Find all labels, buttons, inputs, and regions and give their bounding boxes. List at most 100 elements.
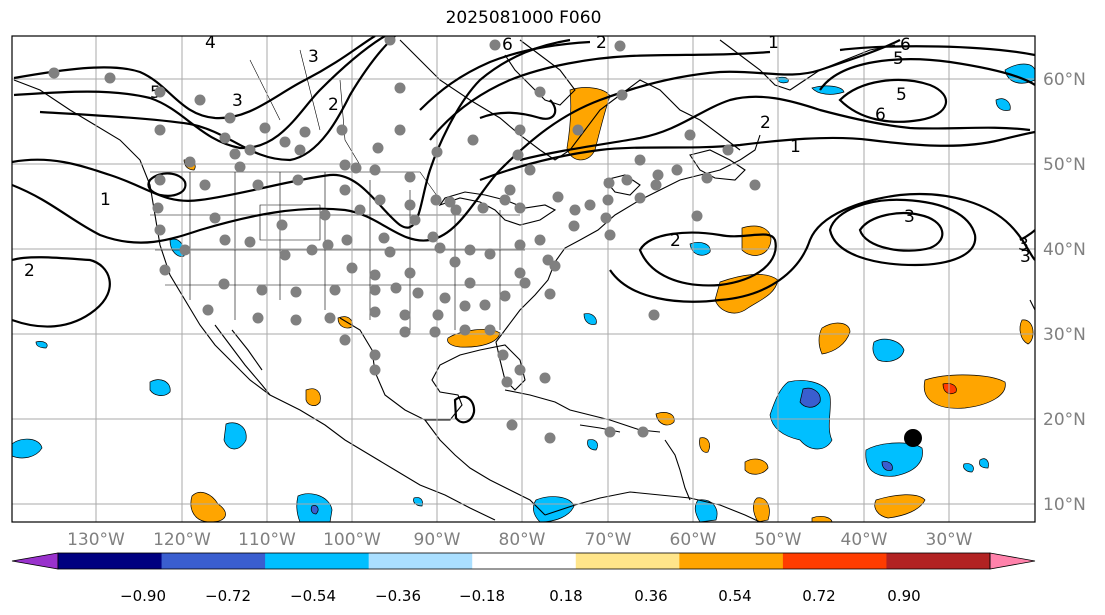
station-dot: [459, 300, 471, 312]
lon-label: 60°W: [670, 530, 717, 550]
contour-labels: 5 4 3 3 2 1 2 5 5 6 6 2 1 3 3 3 2 6 1 2: [24, 33, 1031, 281]
contour-label: 5: [893, 49, 904, 69]
colorbar-tick: −0.90: [120, 587, 166, 605]
contour-label: 2: [760, 113, 771, 133]
station-dot: [179, 244, 191, 256]
station-dot: [506, 419, 518, 431]
lat-label: 40°N: [1043, 240, 1086, 260]
contour-label: 2: [596, 33, 607, 53]
station-dot: [290, 286, 302, 298]
station-dot: [194, 94, 206, 106]
colorbar-tick: −0.18: [459, 587, 505, 605]
colorbar-segment: [368, 553, 473, 569]
station-dot: [339, 334, 351, 346]
colorbar-segment: [886, 553, 991, 569]
station-dot: [290, 314, 302, 326]
colorbar-segment: [58, 553, 163, 569]
station-dot: [299, 126, 311, 138]
station-dot: [519, 277, 531, 289]
station-dot: [341, 234, 353, 246]
station-dot: [409, 214, 421, 226]
contour-label: 2: [328, 95, 339, 115]
station-dot: [292, 174, 304, 186]
station-dot: [324, 312, 336, 324]
station-dot: [568, 220, 580, 232]
contour-label: 6: [900, 35, 911, 55]
colorbar-tick: 0.72: [802, 587, 835, 605]
station-dot: [701, 172, 713, 184]
station-dot: [219, 234, 231, 246]
station-dot: [369, 306, 381, 318]
station-dot: [650, 179, 662, 191]
map-frame: [11, 35, 1036, 523]
contour-label: 6: [502, 35, 513, 55]
map-title: 2025081000 F060: [445, 8, 602, 28]
station-dot: [244, 236, 256, 248]
station-dot: [202, 304, 214, 316]
lat-label: 60°N: [1043, 70, 1086, 90]
station-dot: [399, 309, 411, 321]
station-dot: [399, 326, 411, 338]
station-dot: [604, 426, 616, 438]
station-dot: [224, 112, 236, 124]
station-dot: [572, 124, 584, 136]
station-dot: [394, 124, 406, 136]
station-dot: [504, 184, 516, 196]
storm-center-marker: [904, 429, 922, 447]
station-dot: [384, 36, 396, 46]
station-dot: [384, 246, 396, 258]
colorbar-outline: [57, 552, 991, 570]
lon-label: 80°W: [499, 530, 546, 550]
contour-label: 4: [205, 33, 216, 53]
station-dot: [652, 169, 664, 181]
station-dot: [634, 154, 646, 166]
longitude-labels: 130°W 120°W 110°W 100°W 90°W 80°W 70°W 6…: [67, 530, 973, 550]
station-dot: [497, 349, 509, 361]
lon-label: 70°W: [585, 530, 632, 550]
station-dot: [184, 156, 196, 168]
station-dot: [404, 199, 416, 211]
station-dot: [378, 232, 390, 244]
station-dot: [432, 309, 444, 321]
station-dot: [404, 171, 416, 183]
station-dot: [154, 124, 166, 136]
station-dot: [48, 67, 60, 79]
station-dot: [369, 164, 381, 176]
station-dot: [430, 194, 442, 206]
station-dot: [514, 202, 526, 214]
contour-label: 2: [670, 231, 681, 251]
lat-label: 50°N: [1043, 155, 1086, 175]
station-dot: [279, 136, 291, 148]
contour-label: 1: [790, 137, 801, 157]
station-dot: [602, 194, 614, 206]
colorbar-tick: −0.36: [375, 587, 421, 605]
colorbar-segment: [161, 553, 266, 569]
station-dot: [671, 164, 683, 176]
station-dot: [336, 124, 348, 136]
station-dot: [464, 244, 476, 256]
colorbar-tick: 0.18: [549, 587, 582, 605]
station-dot: [252, 312, 264, 324]
station-dot: [722, 144, 734, 156]
colorbar-segment: [472, 553, 577, 569]
station-dot: [429, 326, 441, 338]
station-dot: [467, 134, 479, 146]
lon-label: 50°W: [755, 530, 802, 550]
colorbar-tick: 0.54: [718, 587, 751, 605]
station-dot: [152, 202, 164, 214]
station-dot: [339, 184, 351, 196]
station-dot: [444, 196, 456, 208]
contour-label: 1: [100, 190, 111, 210]
station-dot: [369, 284, 381, 296]
lon-label: 120°W: [153, 530, 211, 550]
station-dot: [369, 364, 381, 376]
station-dot: [159, 264, 171, 276]
colorbar-extend-high: [989, 552, 1036, 570]
station-dot: [499, 194, 511, 206]
station-dot: [229, 148, 241, 160]
colorbar-tick: 0.36: [634, 587, 667, 605]
station-dot: [616, 89, 628, 101]
colorbar: [11, 552, 1036, 570]
lon-label: 40°W: [841, 530, 888, 550]
station-dot: [584, 199, 596, 211]
